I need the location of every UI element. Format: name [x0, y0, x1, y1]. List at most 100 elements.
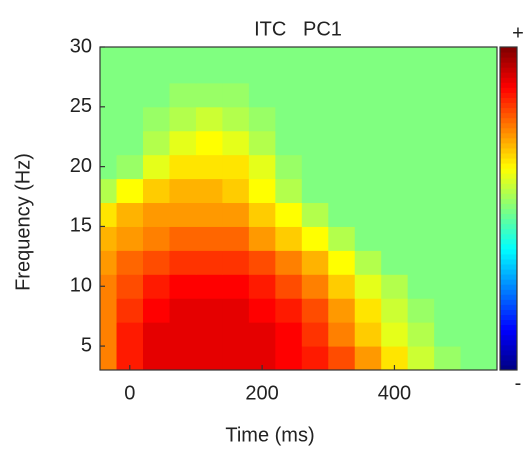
heatmap-cell — [116, 178, 144, 204]
heatmap-cell — [195, 106, 223, 132]
heatmap-cell — [407, 250, 435, 275]
heatmap-cell — [328, 82, 356, 108]
heatmap-cell — [100, 274, 118, 299]
colorbar-swatch — [500, 253, 517, 260]
heatmap-cell — [487, 130, 497, 156]
colorbar-swatch — [500, 258, 517, 265]
heatmap-cell — [275, 322, 303, 347]
heatmap-cell — [301, 226, 329, 251]
colorbar-swatch — [500, 339, 517, 346]
colorbar-swatch — [500, 218, 517, 225]
colorbar-swatch — [500, 183, 517, 189]
heatmap-cell — [434, 106, 462, 132]
heatmap-cell — [460, 322, 488, 347]
heatmap-cell — [100, 106, 118, 132]
heatmap-cell — [275, 82, 303, 108]
heatmap-cell — [301, 322, 329, 347]
y-tick-label: 10 — [70, 275, 92, 297]
heatmap-cell — [248, 202, 276, 227]
colorbar-label: - — [515, 372, 522, 394]
heatmap-cell — [301, 130, 329, 156]
heatmap-cell — [328, 226, 356, 251]
heatmap-cell — [434, 298, 462, 323]
heatmap-cell — [275, 106, 303, 132]
heatmap-cell — [116, 47, 144, 60]
colorbar-swatch — [500, 233, 517, 240]
heatmap-cell — [116, 154, 144, 180]
heatmap-cell — [460, 47, 488, 60]
heatmap-cell — [460, 202, 488, 227]
colorbar-swatch — [500, 107, 517, 114]
heatmap-cell — [100, 82, 118, 108]
colorbar-label: + — [512, 22, 524, 44]
heatmap-cell — [248, 346, 276, 370]
heatmap-cell — [169, 106, 197, 132]
heatmap-cell — [301, 106, 329, 132]
colorbar-swatch — [500, 193, 517, 199]
heatmap-cell — [275, 58, 303, 84]
heatmap-cell — [434, 250, 462, 275]
heatmap-cell — [275, 226, 303, 251]
colorbar-swatch — [500, 359, 517, 366]
colorbar-swatch — [500, 188, 517, 194]
heatmap-cell — [487, 178, 497, 204]
heatmap-cell — [328, 47, 356, 60]
colorbar-swatch — [500, 77, 517, 83]
heatmap-cell — [116, 130, 144, 156]
heatmap-cell — [195, 298, 223, 323]
heatmap-cell — [328, 322, 356, 347]
heatmap-cell — [301, 202, 329, 227]
heatmap-cell — [407, 82, 435, 108]
heatmap-cell — [100, 346, 118, 370]
heatmap-cell — [460, 226, 488, 251]
colorbar-swatch — [500, 284, 517, 290]
heatmap-cell — [460, 346, 488, 370]
heatmap-cell — [434, 322, 462, 347]
heatmap-cell — [301, 58, 329, 84]
heatmap-cell — [487, 298, 497, 323]
heatmap-cell — [100, 58, 118, 84]
heatmap-cell — [143, 298, 170, 323]
heatmap-cell — [116, 274, 144, 299]
heatmap-cell — [487, 202, 497, 227]
heatmap-cell — [301, 298, 329, 323]
heatmap-cell — [381, 322, 409, 347]
heatmap-cell — [275, 298, 303, 323]
heatmap-cell — [354, 47, 382, 60]
heatmap-cell — [434, 226, 462, 251]
colorbar-swatch — [500, 279, 517, 285]
heatmap-cell — [248, 58, 276, 84]
y-tick-label: 30 — [70, 35, 92, 57]
heatmap-cell — [100, 250, 118, 275]
heatmap-cell — [354, 178, 382, 204]
heatmap-cell — [248, 226, 276, 251]
heatmap-cell — [169, 226, 197, 251]
heatmap-cell — [434, 154, 462, 180]
heatmap-cell — [222, 322, 250, 347]
heatmap-cell — [100, 130, 118, 156]
heatmap-cell — [143, 202, 170, 227]
colorbar-frame — [499, 46, 518, 371]
colorbar-swatch — [500, 102, 517, 109]
heatmap-cell — [195, 274, 223, 299]
heatmap-cell — [487, 58, 497, 84]
colorbar-swatch — [500, 168, 517, 174]
heatmap-cell — [116, 322, 144, 347]
heatmap-cell — [354, 130, 382, 156]
heatmap-cell — [116, 202, 144, 227]
heatmap-cell — [116, 106, 144, 132]
heatmap-cell — [460, 274, 488, 299]
heatmap-cell — [301, 274, 329, 299]
heatmap-cell — [100, 154, 118, 180]
colorbar-swatch — [500, 158, 517, 164]
heatmap-cell — [301, 82, 329, 108]
heatmap-cell — [169, 250, 197, 275]
colorbar-swatch — [500, 67, 517, 73]
heatmap-cell — [195, 226, 223, 251]
y-tick-label: 15 — [70, 215, 92, 237]
plot-frame — [99, 46, 498, 371]
heatmap-cell — [354, 154, 382, 180]
heatmap-cell — [143, 106, 170, 132]
heatmap-cell — [116, 226, 144, 251]
